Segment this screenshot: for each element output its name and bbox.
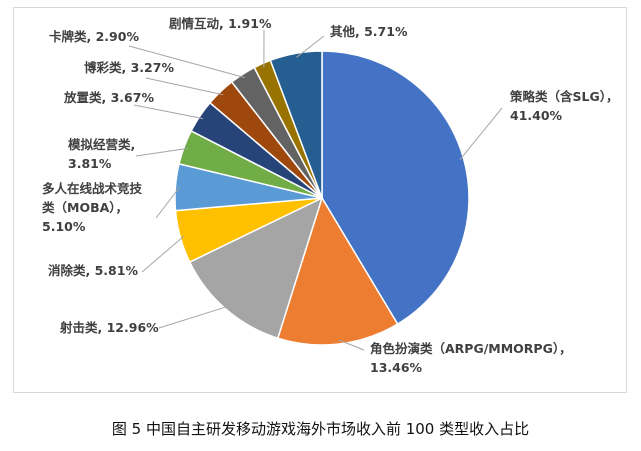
data-label-line: 13.46% (370, 360, 423, 375)
pie-slice-0 (321, 50, 470, 326)
data-label-9: 剧情互动, 1.91% (169, 16, 272, 31)
data-label-line: 卡牌类, 2.90% (49, 29, 139, 44)
leader-line-6 (133, 104, 204, 120)
leader-line-2 (158, 305, 229, 329)
data-label-3: 消除类, 5.81% (48, 263, 138, 278)
data-label-line: 其他, 5.71% (330, 24, 408, 39)
data-label-line: 剧情互动, 1.91% (169, 16, 272, 31)
data-label-line: 多人在线战术竞技 (42, 181, 143, 196)
data-label-line: 消除类, 5.81% (48, 263, 138, 278)
leader-line-4 (155, 187, 180, 219)
pie-slice-2 (188, 196, 324, 340)
data-label-8: 卡牌类, 2.90% (49, 29, 139, 44)
leader-line-1 (338, 339, 365, 351)
leader-line-7 (145, 77, 224, 96)
figure-caption: 图 5 中国自主研发移动游戏海外市场收入前 100 类型收入占比 (111, 420, 530, 438)
data-label-line: 角色扮演类（ARPG/MMORPG）， (370, 341, 572, 356)
data-label-0: 策略类（含SLG）， 41.40% (510, 89, 618, 123)
data-label-6: 放置类, 3.67% (63, 90, 154, 105)
data-label-line: 模拟经营类, (68, 137, 135, 152)
data-label-line: 射击类, 12.96% (59, 320, 159, 335)
leader-line-5 (135, 147, 188, 157)
data-label-5: 模拟经营类, 3.81% (68, 137, 135, 171)
data-label-line: 5.10% (42, 219, 86, 234)
data-label-line: 3.81% (68, 156, 112, 171)
data-label-line: 博彩类, 3.27% (84, 60, 174, 75)
leader-line-3 (141, 235, 185, 273)
leader-line-0 (459, 107, 503, 161)
data-label-4: 多人在线战术竞技类（MOBA）， 5.10% (42, 181, 143, 234)
data-label-line: 41.40% (510, 108, 563, 123)
pie-slice-10 (269, 50, 323, 199)
data-label-line: 类（MOBA）， (42, 200, 128, 215)
data-label-line: 放置类, 3.67% (63, 90, 154, 105)
pie-chart: 策略类（含SLG）， 41.40% 角色扮演类（ARPG/MMORPG）， 13.46… (42, 16, 618, 375)
leader-line-10 (296, 35, 325, 58)
chart-frame: 策略类（含SLG）， 41.40% 角色扮演类（ARPG/MMORPG）， 13.46… (13, 7, 627, 393)
data-label-7: 博彩类, 3.27% (84, 60, 174, 75)
pie-slice-1 (276, 196, 399, 346)
data-label-2: 射击类, 12.96% (59, 320, 159, 335)
data-label-1: 角色扮演类（ARPG/MMORPG）， 13.46% (370, 341, 572, 375)
data-label-line: 策略类（含SLG）， (510, 89, 618, 104)
data-label-10: 其他, 5.71% (330, 24, 408, 39)
leader-line-8 (128, 45, 245, 79)
